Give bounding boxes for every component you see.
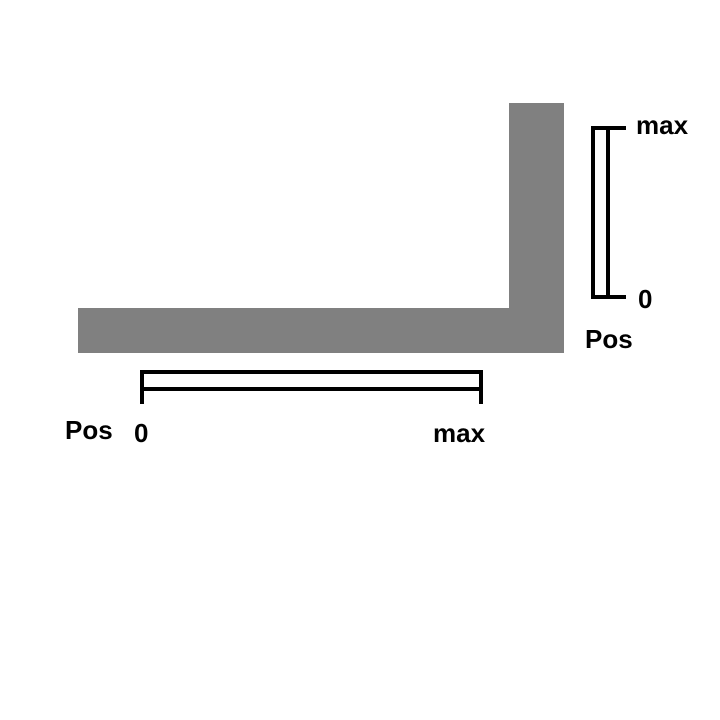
horizontal-min-label: 0 [134, 418, 149, 448]
vertical-max-label: max [636, 110, 689, 140]
horizontal-max-label: max [433, 418, 486, 448]
vertical-bar [509, 103, 564, 353]
vertical-scale-bracket [591, 126, 626, 299]
vertical-min-label: 0 [638, 284, 653, 314]
horizontal-bar [78, 308, 564, 353]
horizontal-pos-label: Pos [65, 415, 113, 445]
horizontal-scale-bracket [140, 370, 483, 404]
vertical-pos-label: Pos [585, 324, 633, 354]
